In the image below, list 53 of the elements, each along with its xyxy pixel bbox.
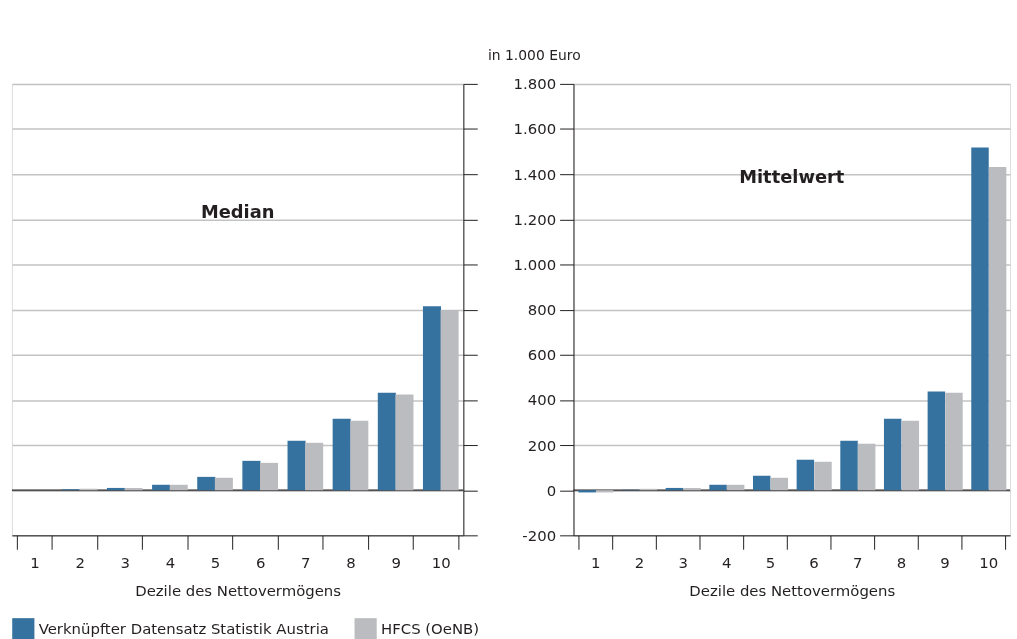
x-tick-label: 5 [765, 553, 776, 572]
bar [709, 484, 727, 491]
bar [752, 475, 771, 491]
x-tick-label: 2 [634, 553, 645, 572]
y-tick-label: 1.800 [513, 75, 557, 94]
y-tick-label: 1.400 [513, 165, 557, 184]
x-tick-label: 4 [165, 553, 176, 572]
x-tick-label: 7 [301, 553, 311, 572]
legend-label: Verknüpfter Datensatz Statistik Austria [38, 620, 329, 639]
x-tick-label: 2 [75, 553, 85, 572]
bar [377, 392, 396, 491]
text: Median [200, 201, 275, 223]
x-tick-label: 4 [722, 553, 732, 572]
bar [332, 418, 351, 491]
x-tick-label: 9 [391, 553, 401, 572]
y-tick-label: 400 [527, 391, 557, 410]
y-tick-label: 800 [527, 301, 557, 320]
x-tick-label: 9 [940, 553, 950, 572]
legend-label: HFCS (OeNB) [381, 620, 480, 639]
bar [242, 460, 261, 491]
bar [197, 476, 216, 491]
y-tick-label: 1.600 [513, 120, 557, 139]
y-tick-label: 600 [527, 346, 557, 365]
x-tick-label: 1 [30, 553, 40, 572]
bar [840, 440, 858, 491]
x-tick-label: 8 [896, 553, 907, 572]
x-tick-label: 3 [678, 553, 688, 572]
y-tick-label: 200 [527, 436, 557, 455]
x-tick-label: 3 [120, 553, 130, 572]
x-tick-label: 7 [853, 553, 863, 572]
bar [578, 490, 596, 493]
x-axis-title: Dezile des Nettovermögens [689, 582, 896, 601]
y-tick-label: 1.000 [513, 255, 557, 274]
y-tick-label: 1.200 [513, 210, 557, 229]
bar [422, 306, 442, 491]
bar [927, 391, 946, 491]
x-tick-label: 1 [591, 553, 601, 572]
y-tick-label: -200 [522, 526, 557, 545]
x-tick-label: 10 [431, 553, 451, 572]
bar [152, 484, 171, 491]
bar [287, 440, 306, 491]
x-tick-label: 5 [210, 553, 221, 572]
x-axis-title: Dezile des Nettovermögens [135, 582, 342, 601]
y-axis-title: in 1.000 Euro [487, 46, 581, 63]
bar [883, 418, 902, 491]
text: Mittelwert [739, 166, 845, 188]
bar [971, 147, 989, 491]
x-tick-label: 8 [346, 553, 356, 572]
bar [796, 459, 815, 491]
x-tick-label: 6 [809, 553, 819, 572]
x-tick-label: 10 [979, 553, 999, 572]
x-tick-label: 6 [255, 553, 266, 572]
y-tick-label: 0 [546, 481, 557, 500]
